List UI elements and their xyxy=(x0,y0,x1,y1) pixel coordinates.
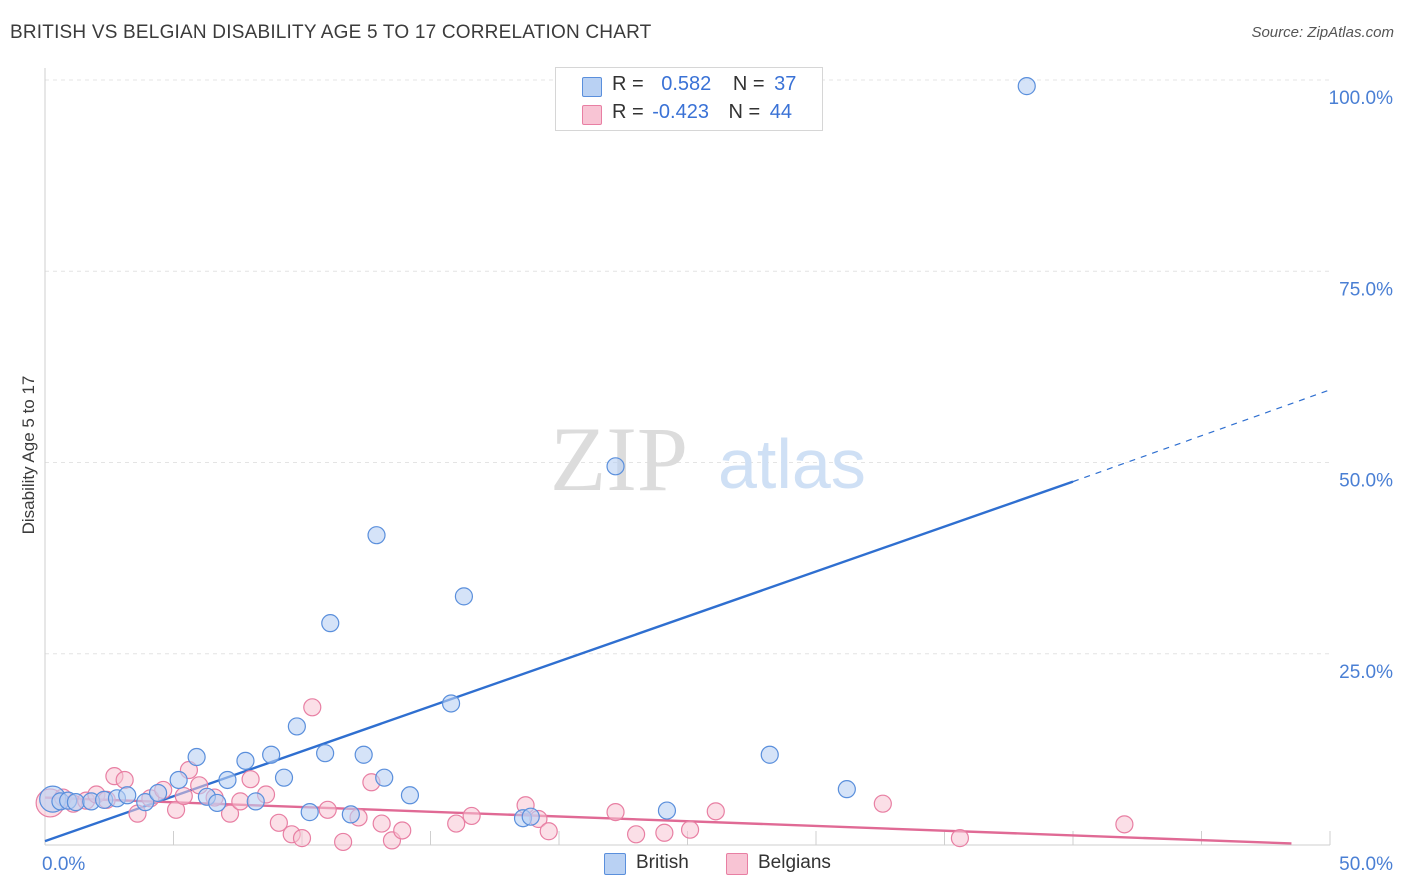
british-point xyxy=(521,807,540,826)
british-swatch xyxy=(582,77,602,97)
british-legend-swatch xyxy=(604,853,626,875)
belgians-point xyxy=(231,792,250,811)
belgians-n-label: N = xyxy=(728,101,761,123)
belgians-point xyxy=(174,786,193,806)
y-tick-label: 50.0% xyxy=(1339,471,1393,492)
british-trend-line xyxy=(44,480,1074,843)
british-r-label: R = xyxy=(612,73,644,95)
british-legend-label: British xyxy=(636,852,689,873)
british-point xyxy=(148,783,168,803)
belgians-point xyxy=(166,800,186,819)
british-point xyxy=(441,694,461,713)
british-point xyxy=(367,526,386,545)
british-point xyxy=(316,744,335,763)
belgians-point xyxy=(626,825,646,844)
british-point xyxy=(246,792,265,811)
british-point xyxy=(136,793,155,812)
british-points xyxy=(39,77,1036,828)
british-n-label: N = xyxy=(732,73,765,95)
belgians-point xyxy=(680,820,700,839)
british-point xyxy=(169,770,188,790)
british-point xyxy=(1017,77,1036,96)
belgians-point xyxy=(873,794,892,813)
belgians-point xyxy=(1115,815,1134,834)
british-point xyxy=(837,780,856,799)
belgians-n-value: 44 xyxy=(769,101,793,123)
watermark-atlas: atlas xyxy=(718,425,866,503)
british-point xyxy=(300,803,319,822)
belgians-point xyxy=(462,806,481,826)
belgians-points xyxy=(35,698,1134,852)
british-point xyxy=(657,801,677,820)
belgians-point xyxy=(334,832,353,852)
x-tick-label: 0.0% xyxy=(42,854,85,875)
british-point xyxy=(354,745,373,764)
belgians-point xyxy=(220,804,240,823)
british-point xyxy=(274,768,294,787)
british-point xyxy=(118,786,137,805)
y-axis-label: Disability Age 5 to 17 xyxy=(19,376,38,535)
belgians-swatch xyxy=(582,105,602,125)
british-point xyxy=(218,770,237,790)
belgians-point xyxy=(115,770,134,790)
british-point xyxy=(760,745,779,764)
belgians-point xyxy=(269,813,288,832)
belgians-legend-swatch xyxy=(726,853,748,875)
belgians-point xyxy=(303,698,322,717)
british-point xyxy=(606,457,625,476)
correlation-legend: R = 0.582 N = 37 R = -0.423 N = 44 xyxy=(555,67,823,131)
british-r-value: 0.582 xyxy=(661,73,712,95)
x-tick-labels: 0.0% 50.0% xyxy=(42,854,1393,875)
british-point xyxy=(321,614,340,633)
y-tick-label: 75.0% xyxy=(1339,279,1393,300)
belgians-r-value: -0.423 xyxy=(652,101,709,123)
belgians-point xyxy=(539,822,558,841)
y-tick-labels: 25.0% 50.0% 75.0% 100.0% xyxy=(1329,88,1394,683)
british-point xyxy=(287,717,306,736)
gridlines xyxy=(45,79,1330,655)
chart-title: BRITISH VS BELGIAN DISABILITY AGE 5 TO 1… xyxy=(10,22,652,43)
british-trend-extension xyxy=(1072,389,1331,483)
belgians-point xyxy=(447,814,466,833)
british-point xyxy=(341,805,360,824)
british-point xyxy=(187,747,206,767)
x-tick-label: 50.0% xyxy=(1339,854,1393,875)
belgians-point xyxy=(292,829,312,848)
belgians-point xyxy=(950,829,970,848)
belgians-point xyxy=(318,800,337,819)
belgians-point xyxy=(372,814,391,833)
belgians-point xyxy=(655,823,674,842)
y-tick-label: 100.0% xyxy=(1329,88,1394,109)
british-point xyxy=(400,786,420,805)
british-point xyxy=(262,745,281,764)
y-tick-label: 25.0% xyxy=(1339,662,1393,683)
belgians-legend-label: Belgians xyxy=(758,852,831,873)
british-point xyxy=(454,587,474,606)
belgians-point xyxy=(606,803,625,822)
british-n-value: 37 xyxy=(774,73,797,95)
british-point xyxy=(66,793,85,812)
source-label: Source: ZipAtlas.com xyxy=(1251,24,1394,41)
british-point xyxy=(375,768,394,787)
british-point xyxy=(208,793,227,813)
belgians-point xyxy=(241,770,260,789)
belgians-point xyxy=(706,802,725,821)
british-point xyxy=(236,751,255,770)
belgians-point xyxy=(393,821,412,840)
belgians-r-label: R = xyxy=(612,101,644,123)
